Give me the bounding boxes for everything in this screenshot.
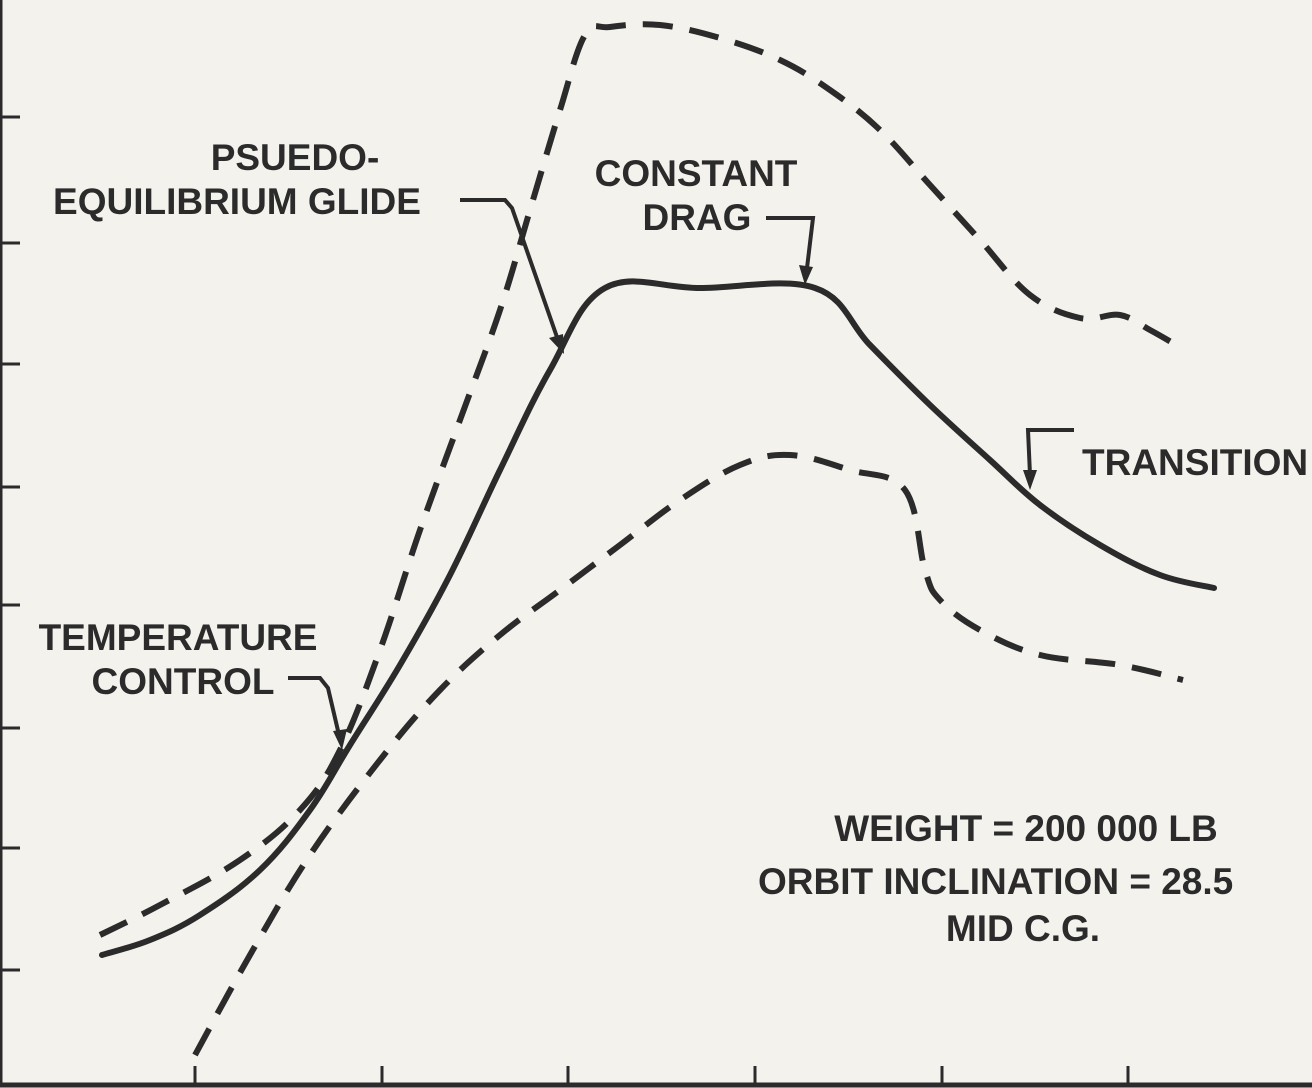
- series-line-lower-dashed-bound: [192, 451, 1184, 1057]
- arrowhead-icon: [333, 729, 347, 750]
- annotation-temperature-control: TEMPERATURE CONTROL: [39, 617, 347, 750]
- annotation-constant-drag: CONSTANT DRAG: [595, 153, 816, 285]
- series-line-upper-dashed-bound: [98, 21, 1180, 938]
- annotation-line: TRANSITION: [1082, 442, 1308, 483]
- svg-text:MID C.G.: MID C.G.: [946, 908, 1100, 949]
- leader-line: [460, 198, 560, 341]
- svg-text:CONSTANT: CONSTANT: [595, 153, 798, 194]
- annotation-line: DRAG: [643, 197, 752, 238]
- arrowhead-icon: [1023, 470, 1037, 490]
- annotation-line: CONSTANT: [595, 153, 798, 194]
- arrowhead-icon: [549, 334, 564, 354]
- y-ticks: [0, 115, 20, 972]
- note-orbit-inclination: ORBIT INCLINATION = 28.5: [758, 861, 1233, 902]
- annotation-line: CONTROL: [92, 661, 275, 702]
- svg-text:EQUILIBRIUM GLIDE: EQUILIBRIUM GLIDE: [53, 181, 421, 222]
- svg-text:TRANSITION: TRANSITION: [1082, 442, 1308, 483]
- annotation-pseudo-equilibrium-glide: PSUEDO- EQUILIBRIUM GLIDE: [53, 137, 564, 354]
- svg-text:WEIGHT = 200 000 LB: WEIGHT = 200 000 LB: [834, 808, 1218, 849]
- annotation-line: EQUILIBRIUM GLIDE: [53, 181, 421, 222]
- arrowhead-icon: [799, 265, 813, 285]
- annotation-line: TEMPERATURE: [39, 617, 318, 658]
- svg-text:ORBIT INCLINATION = 28.5: ORBIT INCLINATION = 28.5: [758, 861, 1233, 902]
- notes-block: WEIGHT = 200 000 LB ORBIT INCLINATION = …: [758, 808, 1233, 949]
- series-line-nominal-trajectory: [99, 278, 1217, 958]
- series-layer: [98, 21, 1217, 1057]
- svg-text:TEMPERATURE: TEMPERATURE: [39, 617, 318, 658]
- leader-line: [288, 676, 341, 736]
- note-weight: WEIGHT = 200 000 LB: [834, 808, 1218, 849]
- svg-text:PSUEDO-: PSUEDO-: [211, 137, 380, 178]
- leader-line: [1025, 428, 1074, 476]
- annotation-transition: TRANSITION: [1023, 428, 1308, 490]
- svg-text:CONTROL: CONTROL: [92, 661, 275, 702]
- annotation-line: PSUEDO-: [211, 137, 380, 178]
- leader-line: [766, 216, 816, 269]
- svg-text:DRAG: DRAG: [643, 197, 752, 238]
- note-cg: MID C.G.: [946, 908, 1100, 949]
- x-ticks: [193, 1066, 1130, 1085]
